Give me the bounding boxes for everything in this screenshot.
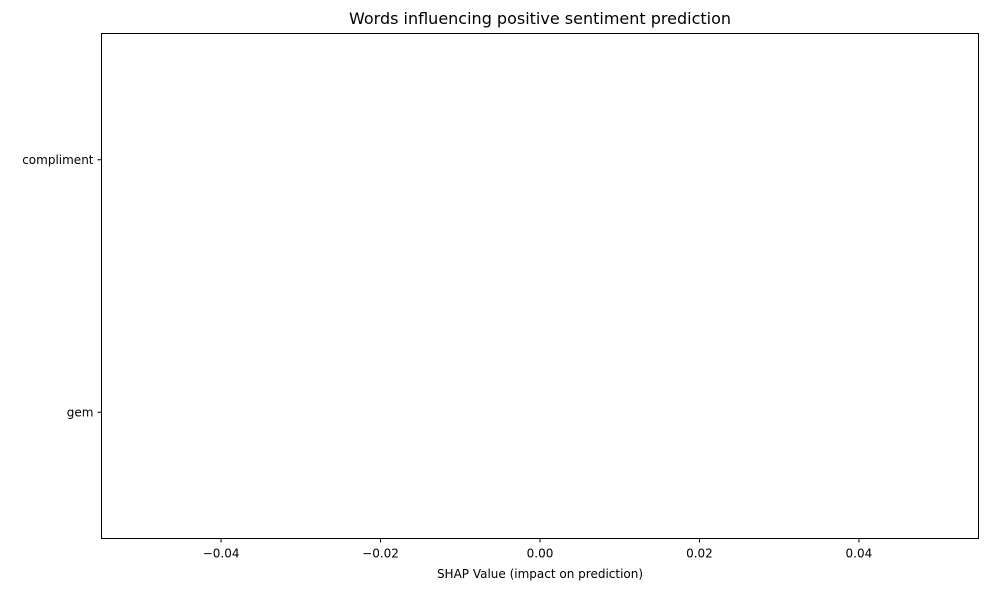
x-tick-label: −0.04 [203, 547, 240, 561]
x-tick-label: 0.02 [686, 547, 713, 561]
y-tick-label: gem [67, 405, 94, 419]
y-tick-label: compliment [22, 153, 94, 167]
x-axis: −0.04 −0.02 0.00 0.02 0.04 [203, 538, 873, 561]
x-tick-label: 0.00 [527, 547, 554, 561]
chart-title: Words influencing positive sentiment pre… [349, 9, 731, 28]
x-axis-label: SHAP Value (impact on prediction) [437, 567, 643, 581]
y-axis: compliment gem [22, 153, 102, 419]
x-tick-label: −0.02 [362, 547, 399, 561]
x-tick-label: 0.04 [846, 547, 873, 561]
plot-frame [101, 33, 979, 539]
